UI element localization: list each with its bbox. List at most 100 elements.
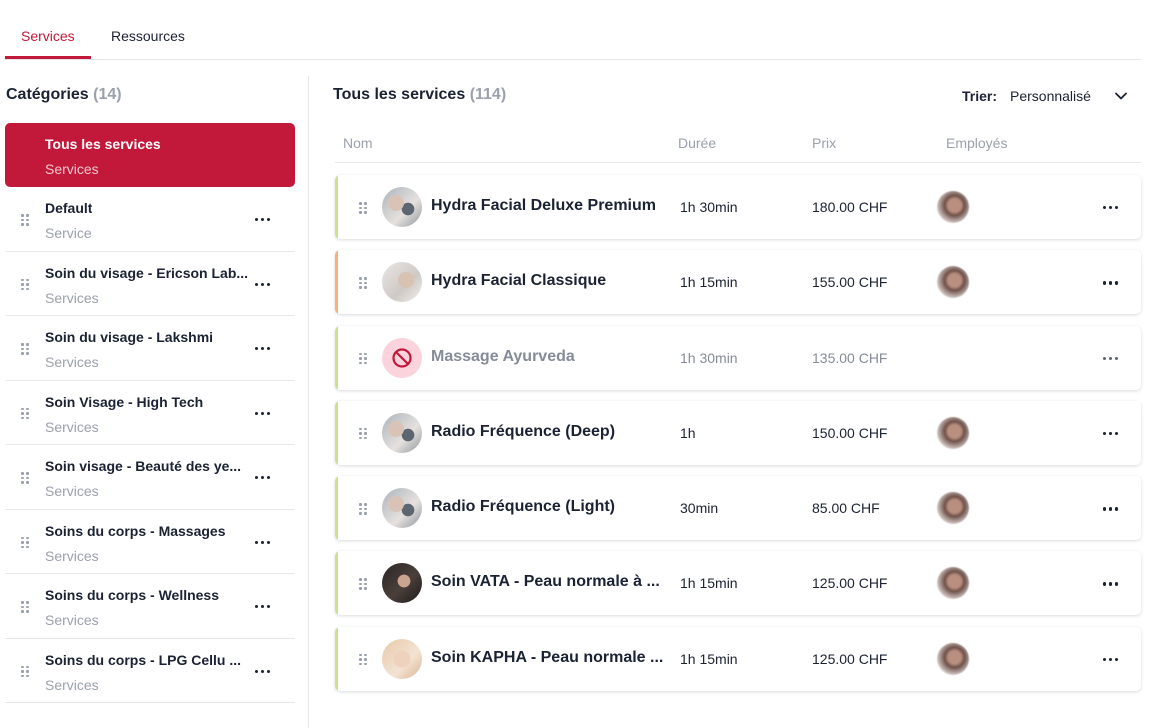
employee-avatar[interactable] — [937, 567, 969, 600]
category-subtitle: Services — [45, 289, 99, 306]
service-price: 85.00 CHF — [812, 500, 880, 517]
category-color-bar — [335, 250, 338, 315]
service-row[interactable]: Soin VATA - Peau normale à ... 1h 15min 12… — [335, 551, 1141, 616]
more-options-icon[interactable] — [1101, 350, 1121, 366]
service-price: 125.00 CHF — [812, 575, 888, 592]
service-thumbnail — [382, 412, 422, 453]
category-item[interactable]: Soins du corps - Wellness Services — [5, 574, 295, 639]
service-row[interactable]: Radio Fréquence (Deep) 1h 150.00 CHF — [335, 400, 1141, 465]
drag-handle-icon[interactable] — [21, 407, 29, 420]
service-thumbnail — [382, 638, 422, 679]
drag-handle-icon[interactable] — [21, 343, 29, 355]
drag-handle-icon[interactable] — [21, 214, 29, 226]
more-options-icon[interactable] — [253, 663, 273, 679]
category-color-bar — [335, 551, 338, 616]
service-row[interactable]: Hydra Facial Deluxe Premium 1h 30min 180.0… — [335, 175, 1141, 239]
tab-ressources[interactable]: Ressources — [111, 28, 185, 44]
drag-handle-icon[interactable] — [359, 277, 367, 289]
category-name: Default — [45, 200, 93, 216]
drag-handle-icon[interactable] — [359, 653, 367, 666]
category-item[interactable]: Default Service — [5, 187, 295, 252]
more-options-icon[interactable] — [1101, 274, 1121, 290]
category-item[interactable]: Soin Visage - High Tech Services — [5, 381, 295, 445]
category-item[interactable]: Soin visage - Beauté des ye... Services — [5, 445, 295, 510]
drag-handle-icon[interactable] — [359, 352, 367, 365]
category-subtitle: Services — [45, 612, 99, 628]
employee-avatar[interactable] — [937, 492, 969, 525]
service-duration: 1h 15min — [680, 575, 738, 592]
more-options-icon[interactable] — [253, 340, 273, 356]
more-options-icon[interactable] — [1101, 199, 1121, 215]
categories-heading: Catégories (14) — [6, 86, 122, 104]
service-row[interactable]: Hydra Facial Classique 1h 15min 155.00 CHF — [335, 250, 1141, 315]
service-duration: 30min — [680, 500, 719, 517]
service-duration: 1h 15min — [680, 650, 738, 667]
more-options-icon[interactable] — [253, 534, 273, 550]
employee-avatar[interactable] — [937, 642, 969, 675]
services-title: Tous les services — [333, 86, 466, 103]
category-name: Tous les services — [45, 136, 161, 152]
column-header-duration[interactable]: Durée — [678, 135, 717, 151]
more-options-icon[interactable] — [253, 405, 273, 421]
service-duration: 1h — [680, 424, 696, 441]
category-color-bar — [335, 400, 338, 465]
category-name: Soin du visage - Ericson Lab... — [45, 264, 249, 281]
category-list: Tous les services Services Default Service S… — [5, 123, 295, 703]
category-subtitle: Services — [45, 676, 99, 693]
drag-handle-icon[interactable] — [359, 202, 367, 214]
more-options-icon[interactable] — [253, 598, 273, 614]
category-item[interactable]: Soins du corps - LPG Cellu ... Services — [5, 639, 295, 703]
categories-title: Catégories — [6, 86, 89, 103]
drag-handle-icon[interactable] — [359, 578, 367, 590]
service-row[interactable]: Massage Ayurveda 1h 30min 135.00 CHF — [335, 325, 1141, 390]
category-subtitle: Services — [45, 483, 99, 499]
service-row[interactable]: Radio Fréquence (Light) 30min 85.00 CHF — [335, 476, 1141, 541]
category-subtitle: Services — [45, 354, 99, 370]
service-name: Radio Fréquence (Deep) — [431, 422, 616, 440]
category-name: Soin du visage - Lakshmi — [45, 329, 214, 345]
service-price: 180.00 CHF — [812, 199, 888, 215]
drag-handle-icon[interactable] — [21, 601, 29, 613]
service-price: 135.00 CHF — [812, 349, 888, 366]
more-options-icon[interactable] — [253, 211, 273, 227]
service-price: 125.00 CHF — [812, 650, 888, 667]
service-thumbnail — [382, 563, 422, 604]
more-options-icon[interactable] — [1101, 575, 1121, 591]
more-options-icon[interactable] — [1101, 651, 1121, 667]
drag-handle-icon[interactable] — [21, 472, 29, 484]
more-options-icon[interactable] — [253, 276, 273, 292]
employee-avatar[interactable] — [937, 191, 969, 223]
employee-avatar[interactable] — [937, 416, 969, 449]
more-options-icon[interactable] — [1101, 425, 1121, 441]
category-subtitle: Service — [45, 225, 92, 241]
drag-handle-icon[interactable] — [21, 536, 29, 549]
categories-count: (14) — [93, 86, 122, 103]
tab-services[interactable]: Services — [5, 28, 91, 59]
header-divider — [335, 162, 1141, 163]
chevron-down-icon[interactable] — [1113, 89, 1129, 103]
column-header-employees[interactable]: Employés — [946, 135, 1008, 151]
category-item[interactable]: Soins du corps - Massages Services — [5, 510, 295, 574]
column-header-price[interactable]: Prix — [812, 135, 837, 151]
drag-handle-icon[interactable] — [359, 427, 367, 440]
service-name: Hydra Facial Deluxe Premium — [431, 197, 656, 214]
service-row[interactable]: Soin KAPHA - Peau normale ... 1h 15min 125… — [335, 626, 1141, 691]
service-price: 155.00 CHF — [812, 274, 888, 291]
drag-handle-icon[interactable] — [21, 278, 29, 291]
sort-select[interactable]: Personnalisé — [1010, 88, 1091, 104]
column-header-name[interactable]: Nom — [343, 135, 373, 151]
category-subtitle: Services — [45, 418, 99, 435]
more-options-icon[interactable] — [253, 469, 273, 485]
service-thumbnail — [382, 262, 422, 303]
category-name: Soins du corps - Wellness — [45, 587, 220, 603]
drag-handle-icon[interactable] — [359, 503, 367, 515]
drag-handle-icon[interactable] — [21, 665, 29, 678]
category-item[interactable]: Tous les services Services — [5, 123, 295, 187]
employee-avatar[interactable] — [937, 266, 969, 299]
category-item[interactable]: Soin du visage - Ericson Lab... Services — [5, 252, 295, 316]
services-heading: Tous les services (114) — [333, 86, 506, 104]
more-options-icon[interactable] — [1101, 500, 1121, 516]
category-item[interactable]: Soin du visage - Lakshmi Services — [5, 316, 295, 381]
category-name: Soin Visage - High Tech — [45, 393, 204, 410]
service-name: Massage Ayurveda — [431, 347, 575, 365]
